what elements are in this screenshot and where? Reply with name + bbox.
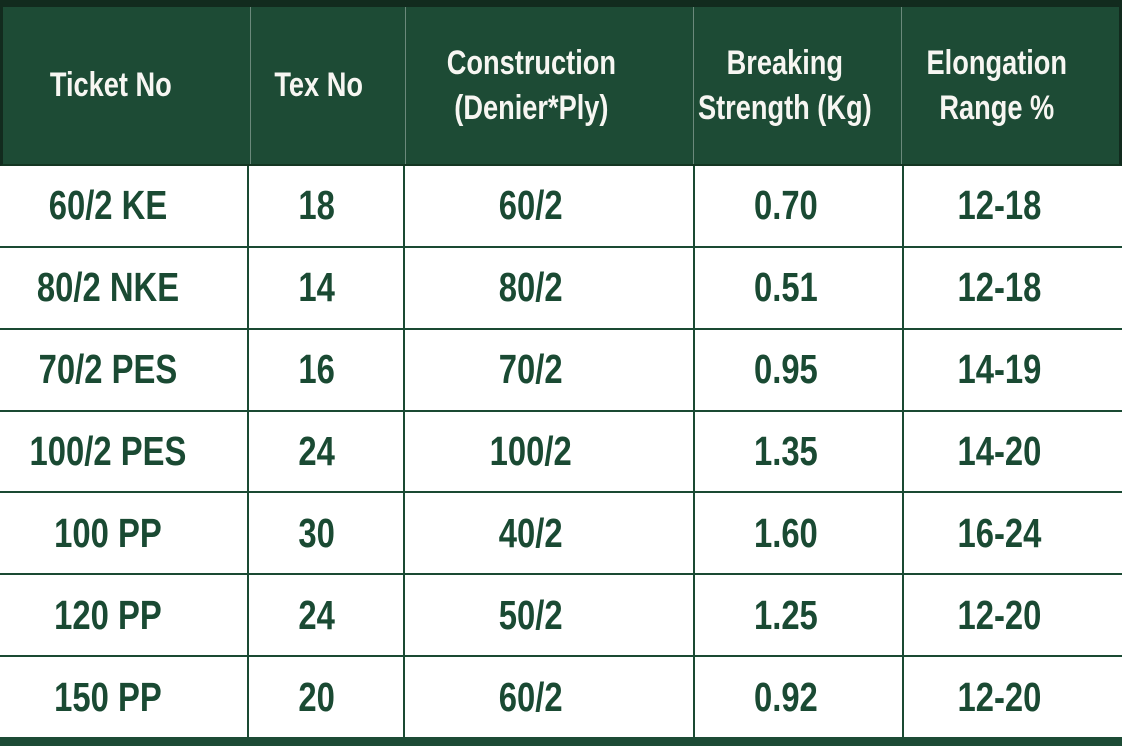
cell-value: 16-24 [957,509,1042,556]
table-cell: 14-20 [904,412,1122,492]
table-cell: 16-24 [904,493,1122,573]
cell-value: 20 [298,673,335,720]
table-cell: 100 PP [0,493,250,574]
cell-value: 1.25 [753,591,818,638]
table-cell: 60/2 [405,166,695,246]
header-label: Breaking Strength (Kg) [697,44,872,127]
table-row: 100 PP 30 40/2 1.60 16-24 [0,493,1122,576]
header-cell-ticket-no: Ticket No [3,7,251,164]
cell-value: 60/2 KE [48,182,168,229]
table-cell: 12-20 [904,657,1122,737]
table-row: 60/2 KE 18 60/2 0.70 12-18 [0,166,1122,248]
table-row: 100/2 PES 24 100/2 1.35 14-20 [0,411,1122,494]
cell-value: 60/2 [498,673,563,720]
header-cell-construction: Construction (Denier*Ply) [406,7,694,164]
cell-value: 60/2 [498,182,563,229]
table-cell: 20 [249,657,406,738]
table-cell: 16 [249,329,406,410]
table-cell: 100/2 PES [0,411,250,492]
cell-value: 24 [298,428,335,474]
header-label: Elongation Range % [926,44,1068,127]
header-label: Construction (Denier*Ply) [446,44,617,127]
table-cell: 80/2 [405,247,695,328]
cell-value: 18 [298,182,335,229]
table-cell: 60/2 [405,657,695,738]
table-cell: 1.25 [695,575,905,656]
cell-value: 24 [298,591,335,638]
table-cell: 24 [249,411,406,492]
table-cell: 40/2 [405,493,695,574]
table-cell: 50/2 [405,575,695,656]
cell-value: 0.51 [753,264,818,311]
cell-value: 14 [298,264,335,311]
table-cell: 60/2 KE [0,166,250,246]
cell-value: 120 PP [54,591,162,638]
table-cell: 14-19 [904,330,1122,410]
table-cell: 80/2 NKE [0,247,250,328]
table-cell: 30 [249,493,406,574]
cell-value: 80/2 NKE [36,264,180,311]
table-cell: 100/2 [405,411,695,492]
table-cell: 12-20 [904,575,1122,655]
table-cell: 150 PP [0,657,250,738]
cell-value: 1.60 [753,509,818,556]
cell-value: 70/2 PES [38,346,178,393]
cell-value: 0.70 [753,182,818,229]
table-cell: 70/2 [405,329,695,410]
cell-value: 100/2 [489,428,572,474]
table-cell: 120 PP [0,575,250,656]
cell-value: 12-20 [957,591,1042,638]
header-cell-breaking-strength: Breaking Strength (Kg) [694,7,903,164]
table-cell: 70/2 PES [0,329,250,410]
cell-value: 16 [298,346,335,393]
cell-value: 14-19 [957,346,1042,393]
cell-value: 14-20 [957,428,1042,474]
table-cell: 0.70 [695,166,905,246]
table-cell: 1.35 [695,411,905,492]
table-cell: 0.51 [695,247,905,328]
cell-value: 1.35 [753,428,818,474]
cell-value: 40/2 [498,509,563,556]
cell-value: 80/2 [498,264,563,311]
cell-value: 0.95 [753,346,818,393]
cell-value: 12-18 [957,182,1042,229]
table-cell: 12-18 [904,166,1122,246]
table-cell: 14 [249,247,406,328]
header-label: Ticket No [49,66,172,105]
cell-value: 70/2 [498,346,563,393]
table-cell: 18 [249,166,406,246]
table-row: 150 PP 20 60/2 0.92 12-20 [0,657,1122,738]
cell-value: 100/2 PES [29,428,187,474]
header-cell-tex-no: Tex No [251,7,406,164]
table-row: 70/2 PES 16 70/2 0.95 14-19 [0,329,1122,412]
bottom-strip [0,737,1122,746]
table-cell: 12-18 [904,248,1122,328]
table-cell: 24 [249,575,406,656]
table-cell: 0.92 [695,657,905,738]
header-cell-elongation-range: Elongation Range % [902,7,1119,164]
cell-value: 12-18 [957,264,1042,311]
cell-value: 100 PP [54,509,162,556]
table-cell: 1.60 [695,493,905,574]
cell-value: 150 PP [54,673,162,720]
table-body: 60/2 KE 18 60/2 0.70 12-18 80/2 NKE 14 80/2 0.51… [0,166,1122,738]
header-label: Tex No [273,66,363,105]
cell-value: 0.92 [753,673,818,720]
cell-value: 50/2 [498,591,563,638]
cell-value: 30 [298,509,335,556]
table-row: 120 PP 24 50/2 1.25 12-20 [0,575,1122,658]
cell-value: 12-20 [957,673,1042,720]
table-row: 80/2 NKE 14 80/2 0.51 12-18 [0,247,1122,330]
header-row: Ticket No Tex No Construction (Denier*Pl… [0,0,1122,166]
table-cell: 0.95 [695,329,905,410]
